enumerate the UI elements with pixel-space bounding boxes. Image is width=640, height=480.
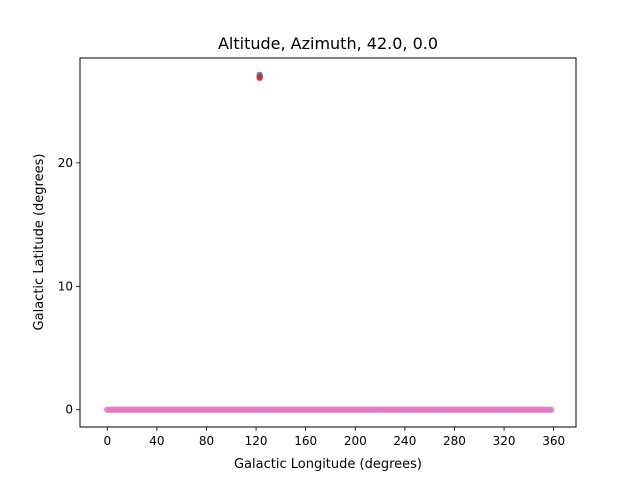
y-axis-label: Galactic Latitude (degrees)	[32, 154, 47, 331]
data-point-series-4	[256, 74, 263, 81]
y-tick-label: 20	[58, 156, 73, 170]
x-tick-label: 160	[294, 434, 317, 448]
x-tick-label: 0	[103, 434, 111, 448]
y-tick-label: 10	[58, 279, 73, 293]
x-axis-label: Galactic Longitude (degrees)	[234, 457, 422, 472]
plot-frame	[79, 57, 577, 428]
x-tick-label: 360	[542, 434, 565, 448]
x-tick-label: 280	[443, 434, 466, 448]
chart-title: Altitude, Azimuth, 42.0, 0.0	[218, 34, 438, 53]
x-axis-ticks: 0 40 80 120 160 200 240 280 320 360	[103, 427, 565, 448]
x-tick-label: 40	[149, 434, 164, 448]
x-tick-label: 320	[493, 434, 516, 448]
x-tick-label: 240	[393, 434, 416, 448]
x-tick-label: 120	[245, 434, 268, 448]
y-axis-ticks: 0 10 20	[58, 156, 80, 417]
y-tick-label: 0	[65, 403, 73, 417]
x-tick-label: 200	[344, 434, 367, 448]
data-point-series-0	[548, 406, 555, 413]
data-marks	[104, 71, 555, 413]
x-tick-label: 80	[199, 434, 214, 448]
